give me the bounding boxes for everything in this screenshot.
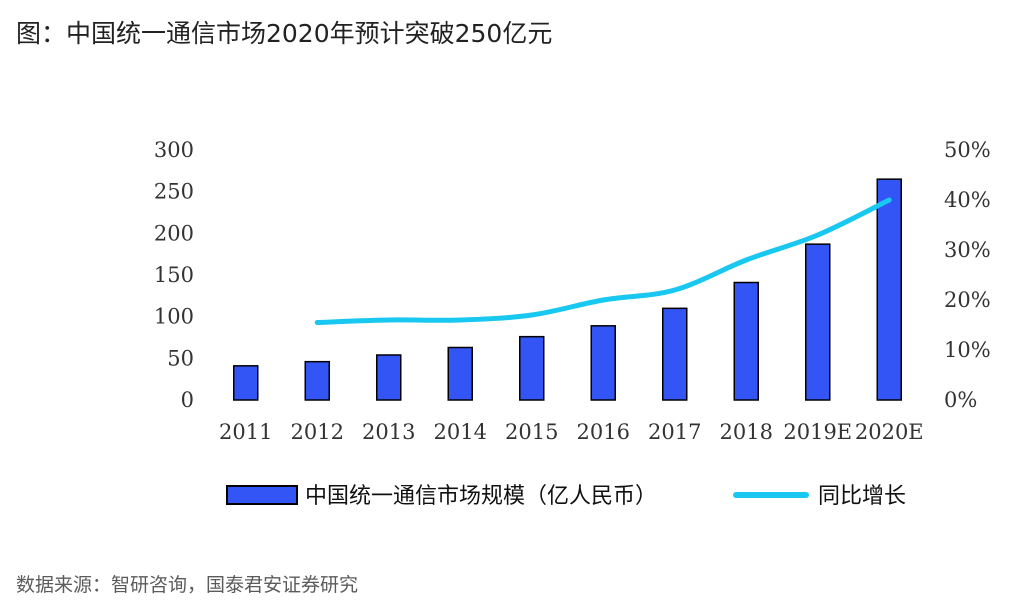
bar bbox=[304, 360, 330, 401]
x-tick-label: 2016 bbox=[577, 420, 630, 444]
legend: 中国统一通信市场规模（亿人民币） 同比增长 bbox=[226, 484, 906, 509]
right-tick-label: 0% bbox=[944, 388, 977, 412]
bar bbox=[447, 346, 473, 401]
x-tick-label: 2020E bbox=[855, 420, 924, 444]
left-tick-label: 0 bbox=[181, 388, 194, 412]
legend-bar-label: 中国统一通信市场规模（亿人民币） bbox=[305, 484, 657, 509]
left-tick-label: 50 bbox=[167, 346, 194, 370]
bar bbox=[233, 365, 259, 401]
bar bbox=[733, 281, 759, 401]
right-axis: 0% 10% 20% 30% 40% 50% bbox=[944, 138, 991, 412]
right-tick-label: 50% bbox=[944, 138, 991, 162]
x-tick-label: 2015 bbox=[505, 420, 558, 444]
bar bbox=[519, 335, 545, 401]
x-tick-label: 2019E bbox=[783, 420, 852, 444]
bar bbox=[876, 178, 902, 401]
growth-line bbox=[314, 197, 892, 325]
left-tick-label: 200 bbox=[154, 221, 194, 245]
right-tick-label: 10% bbox=[944, 338, 991, 362]
x-tick-label: 2017 bbox=[648, 420, 701, 444]
x-tick-label: 2013 bbox=[362, 420, 415, 444]
legend-line-label: 同比增长 bbox=[818, 484, 906, 509]
x-tick-label: 2018 bbox=[720, 420, 773, 444]
figure-title: 图：中国统一通信市场2020年预计突破250亿元 bbox=[16, 19, 553, 48]
left-tick-label: 100 bbox=[154, 305, 194, 329]
right-tick-label: 20% bbox=[944, 288, 991, 312]
left-tick-label: 150 bbox=[154, 263, 194, 287]
left-tick-label: 250 bbox=[154, 180, 194, 204]
bar bbox=[805, 243, 831, 401]
right-tick-label: 30% bbox=[944, 238, 991, 262]
source-note: 数据来源：智研咨询，国泰君安证券研究 bbox=[16, 574, 359, 596]
x-tick-label: 2011 bbox=[219, 420, 272, 444]
legend-bar-swatch bbox=[226, 485, 298, 505]
line-series bbox=[314, 197, 892, 325]
x-tick-label: 2012 bbox=[291, 420, 344, 444]
x-tick-label: 2014 bbox=[434, 420, 487, 444]
combo-chart: 0 50 100 150 200 250 300 0% 10% 20% 30% 40% 50% 201… bbox=[154, 138, 991, 509]
bar-series bbox=[233, 178, 902, 401]
bar bbox=[590, 325, 616, 401]
left-axis: 0 50 100 150 200 250 300 bbox=[154, 138, 194, 412]
right-tick-label: 40% bbox=[944, 188, 991, 212]
x-axis: 2011 2012 2013 2014 2015 2016 2017 2018 2019E 202… bbox=[219, 420, 924, 444]
left-tick-label: 300 bbox=[154, 138, 194, 162]
bar bbox=[376, 354, 402, 401]
bar bbox=[662, 307, 688, 401]
